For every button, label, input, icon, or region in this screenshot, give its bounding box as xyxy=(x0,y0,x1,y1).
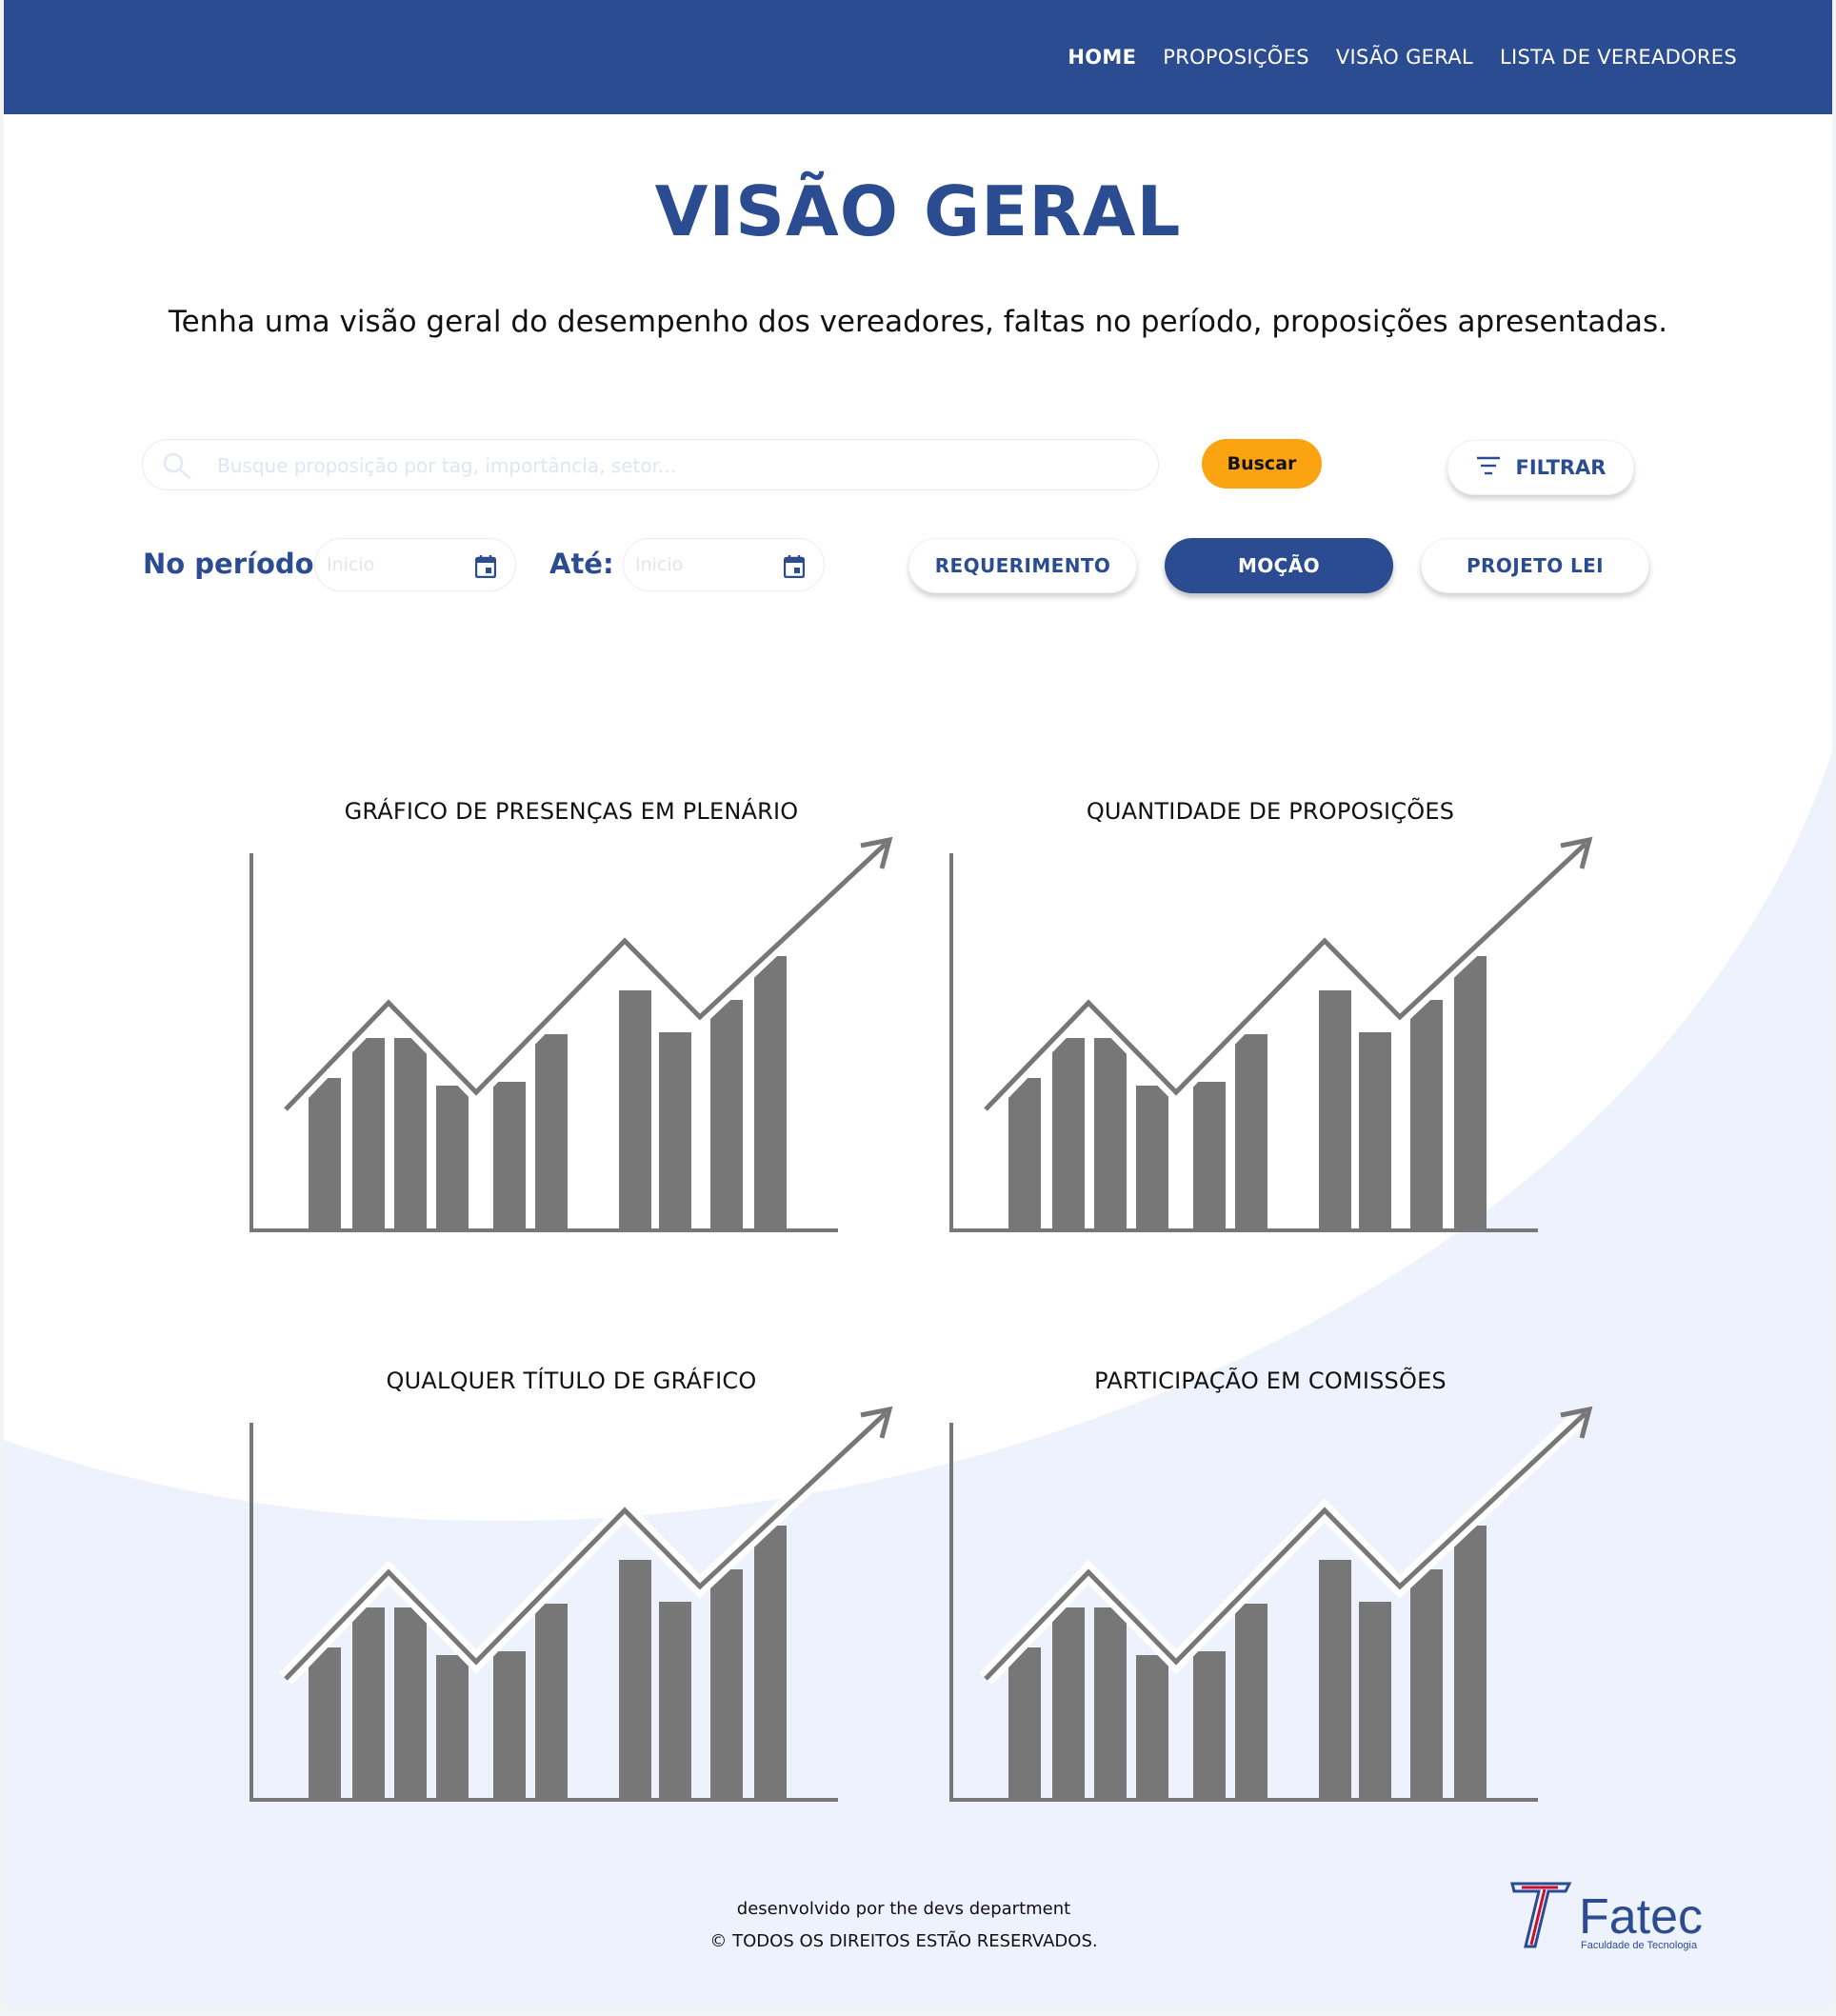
arrow-icon xyxy=(860,1406,893,1439)
chart-bar xyxy=(1454,1526,1487,1798)
footer-credit: desenvolvido por the devs department xyxy=(736,1899,1071,1919)
calendar-icon[interactable] xyxy=(474,555,497,583)
chart-bar xyxy=(1052,1607,1085,1798)
chart-presencas xyxy=(249,836,893,1232)
chart-bar xyxy=(493,1651,526,1798)
chart-comissoes xyxy=(949,1406,1593,1802)
chart-title-qualquer: QUALQUER TÍTULO DE GRÁFICO xyxy=(386,1367,757,1394)
chart-bar xyxy=(754,1526,787,1798)
trend-line xyxy=(284,842,888,1111)
chart-bar xyxy=(619,1560,651,1798)
search-icon xyxy=(162,451,192,485)
arrow-icon xyxy=(1560,836,1593,869)
trend-line xyxy=(984,1411,1587,1681)
chart-bar xyxy=(1410,1569,1443,1798)
main-nav: HOME PROPOSIÇÕES VISÃO GERAL LISTA DE VE… xyxy=(1068,0,1737,114)
date-from-field[interactable]: Inicio xyxy=(314,538,516,591)
arrow-icon xyxy=(1560,1406,1593,1439)
nav-visao-geral[interactable]: VISÃO GERAL xyxy=(1335,46,1473,69)
top-navbar: HOME PROPOSIÇÕES VISÃO GERAL LISTA DE VE… xyxy=(4,0,1832,114)
chart-bar xyxy=(1136,1086,1168,1228)
search-button[interactable]: Buscar xyxy=(1202,439,1322,489)
chart-bar xyxy=(493,1082,526,1228)
chart-bar xyxy=(1319,1560,1351,1798)
trend-line xyxy=(284,1411,888,1681)
search-box xyxy=(142,439,1159,490)
nav-proposicoes[interactable]: PROPOSIÇÕES xyxy=(1163,46,1309,69)
chart-bar xyxy=(1094,1607,1127,1798)
chart-title-comissoes: PARTICIPAÇÃO EM COMISSÕES xyxy=(1094,1367,1447,1394)
page: HOME PROPOSIÇÕES VISÃO GERAL LISTA DE VE… xyxy=(4,0,1832,2007)
chart-bar xyxy=(1052,1038,1085,1228)
chart-bar xyxy=(1319,990,1351,1228)
chart-title-presencas: GRÁFICO DE PRESENÇAS EM PLENÁRIO xyxy=(344,798,799,825)
fatec-logo: Fatec Faculdade de Tecnologia xyxy=(1510,1882,1703,1951)
fatec-logo-subtext: Faculdade de Tecnologia xyxy=(1581,1940,1698,1951)
arrow-icon xyxy=(860,836,893,869)
date-to-placeholder: Inicio xyxy=(635,554,684,575)
chart-qualquer xyxy=(249,1406,893,1802)
trend-line xyxy=(984,842,1587,1111)
filter-requerimento[interactable]: REQUERIMENTO xyxy=(908,538,1137,593)
chart-bar xyxy=(754,956,787,1228)
chart-bar xyxy=(659,1602,691,1798)
period-to-label: Até: xyxy=(549,548,614,580)
date-from-placeholder: Inicio xyxy=(327,554,375,575)
chart-bar xyxy=(1193,1082,1226,1228)
chart-bar xyxy=(1008,1078,1041,1228)
chart-bar xyxy=(352,1607,385,1798)
chart-bar xyxy=(1454,956,1487,1228)
chart-proposicoes xyxy=(949,836,1593,1232)
chart-bar xyxy=(394,1607,427,1798)
chart-bar xyxy=(352,1038,385,1228)
chart-bar xyxy=(535,1034,568,1228)
chart-bar xyxy=(1410,1000,1443,1228)
chart-bar xyxy=(535,1604,568,1798)
chart-bar xyxy=(1136,1655,1168,1798)
chart-bar xyxy=(436,1086,469,1228)
search-input[interactable] xyxy=(215,448,1133,484)
fatec-logo-text: Fatec xyxy=(1579,1889,1703,1945)
nav-home[interactable]: HOME xyxy=(1068,46,1137,69)
chart-bar xyxy=(1359,1602,1391,1798)
filter-mocao[interactable]: MOÇÃO xyxy=(1165,538,1393,593)
chart-bar xyxy=(710,1000,743,1228)
chart-bar xyxy=(436,1655,469,1798)
chart-bar xyxy=(309,1647,341,1798)
chart-bar xyxy=(1235,1034,1267,1228)
chart-bar xyxy=(1008,1647,1041,1798)
page-subtitle: Tenha uma visão geral do desempenho dos … xyxy=(168,305,1668,339)
period-from-label: No período: xyxy=(143,548,326,580)
chart-title-proposicoes: QUANTIDADE DE PROPOSIÇÕES xyxy=(1086,798,1455,825)
chart-bar xyxy=(659,1032,691,1228)
filter-label: FILTRAR xyxy=(1515,456,1606,479)
chart-bar xyxy=(1193,1651,1226,1798)
calendar-icon[interactable] xyxy=(783,555,806,583)
chart-bar xyxy=(1359,1032,1391,1228)
chart-bar xyxy=(394,1038,427,1228)
date-to-field[interactable]: Inicio xyxy=(623,538,825,591)
chart-bar xyxy=(619,990,651,1228)
chart-bar xyxy=(1094,1038,1127,1228)
chart-bar xyxy=(1235,1604,1267,1798)
chart-bar xyxy=(309,1078,341,1228)
filter-icon xyxy=(1476,455,1501,481)
nav-lista-vereadores[interactable]: LISTA DE VEREADORES xyxy=(1499,46,1737,69)
filter-button[interactable]: FILTRAR xyxy=(1447,440,1634,495)
page-title: VISÃO GERAL xyxy=(654,171,1182,251)
filter-projeto-lei[interactable]: PROJETO LEI xyxy=(1421,538,1649,593)
chart-bar xyxy=(710,1569,743,1798)
footer-rights: © TODOS OS DIREITOS ESTÃO RESERVADOS. xyxy=(709,1931,1098,1951)
